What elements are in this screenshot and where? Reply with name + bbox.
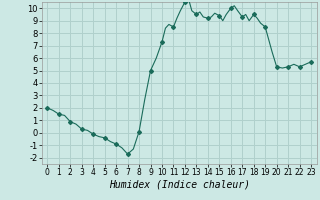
X-axis label: Humidex (Indice chaleur): Humidex (Indice chaleur) (109, 180, 250, 190)
